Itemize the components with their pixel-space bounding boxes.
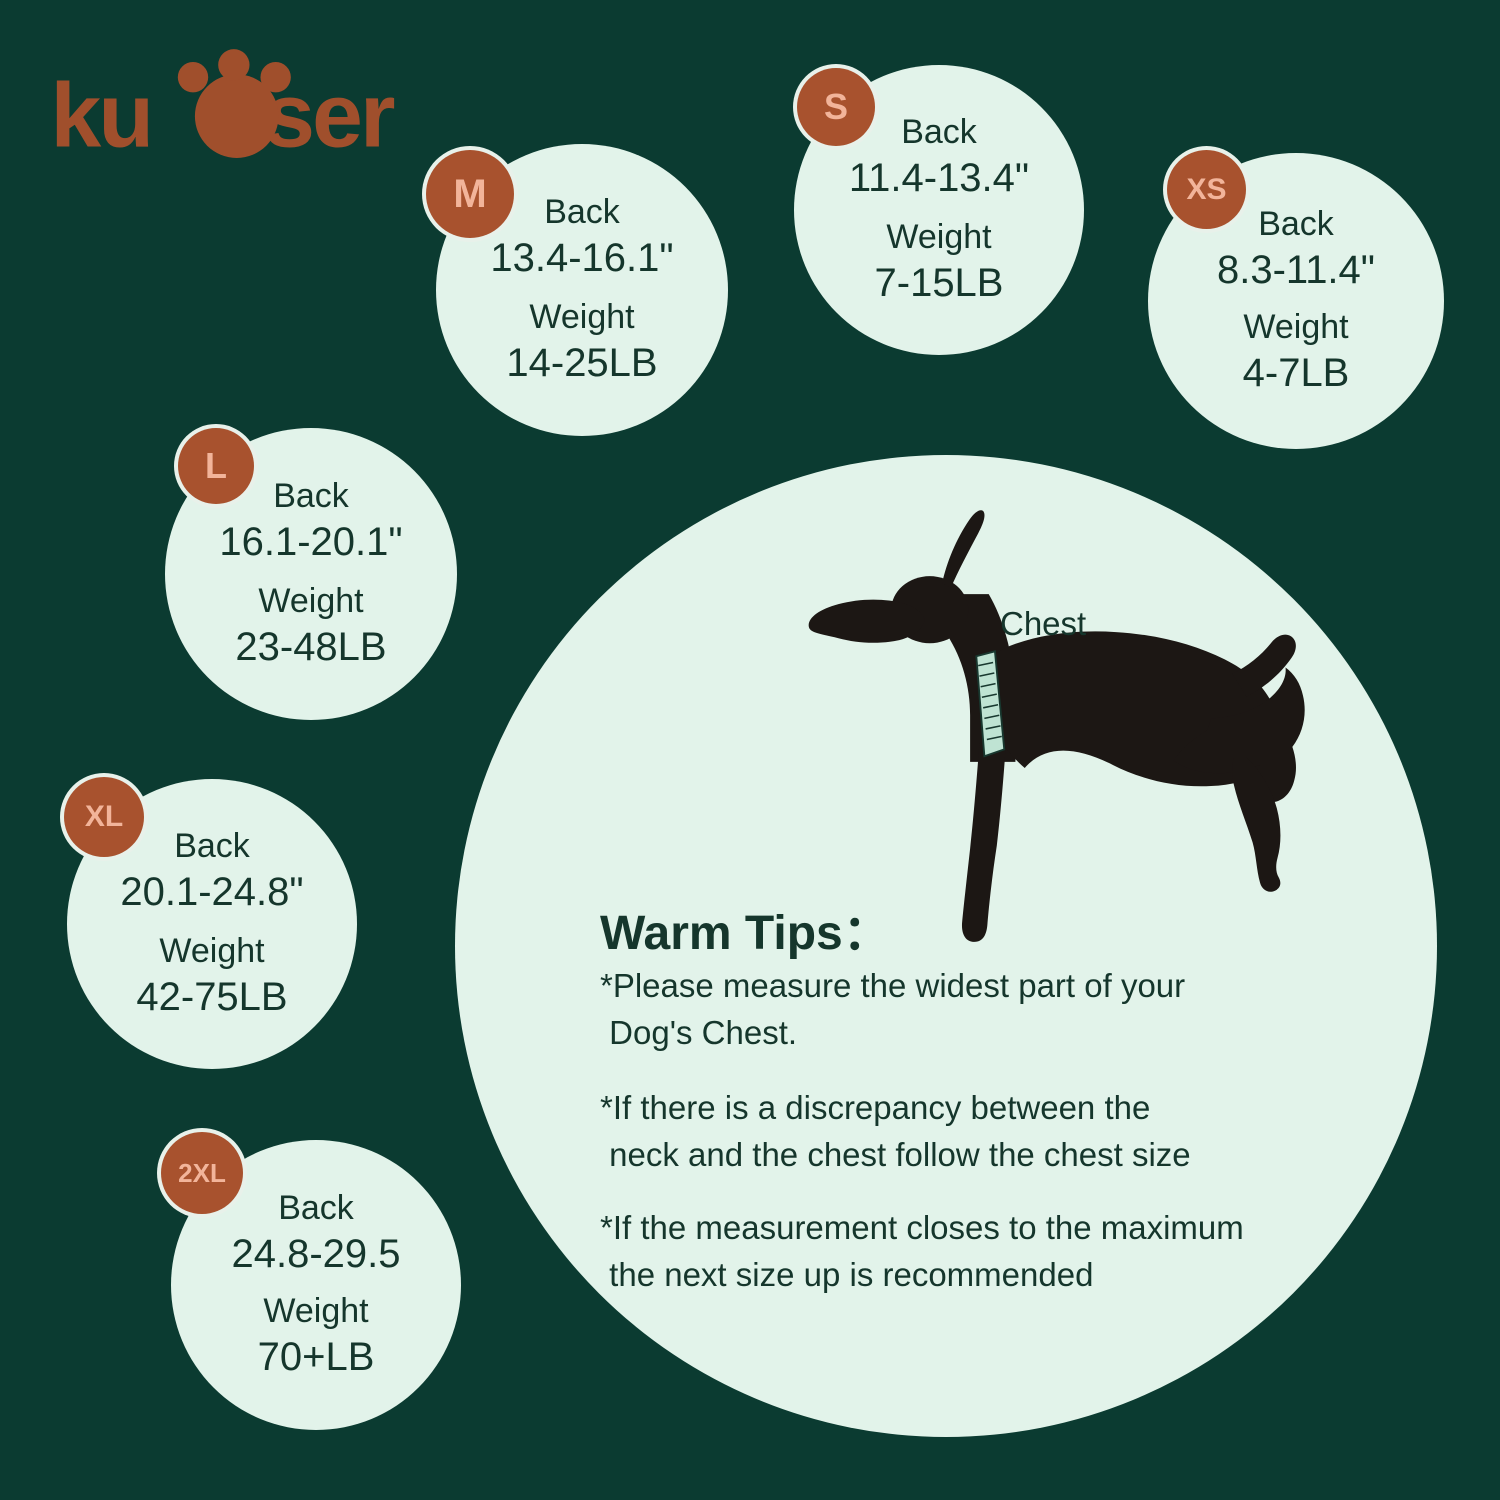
svg-text:ku: ku <box>51 65 152 167</box>
